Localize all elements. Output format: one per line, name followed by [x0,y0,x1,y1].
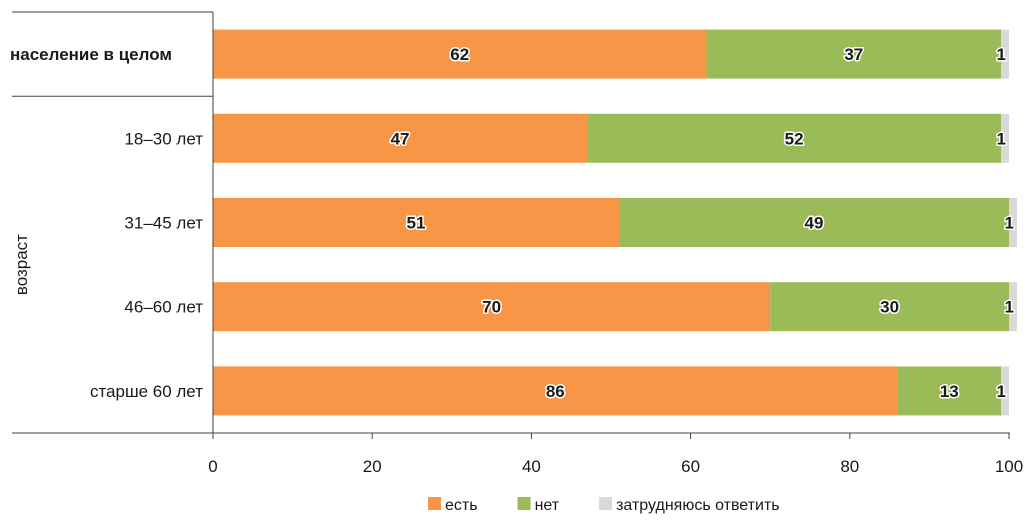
category-label-2: 18–30 лет [124,129,203,148]
legend-swatch-2 [517,497,531,510]
x-tick-label-5: 80 [840,457,859,476]
legend-swatch-1 [428,497,441,510]
data-label-1-row-2: 47 [391,129,410,148]
bar-3-row-2 [1001,113,1009,163]
legend-label-1: есть [445,497,478,514]
data-label-3-row-3: 1 [1004,214,1013,233]
x-tick-label-3: 40 [522,457,541,476]
legend-label-2: нет [535,497,560,514]
bar-2-row-1 [706,29,1002,79]
x-tick-label-1: 0 [208,457,217,476]
bar-3-row-3 [1009,198,1017,247]
data-label-3-row-2: 1 [997,129,1006,148]
data-label-1-row-5: 86 [546,382,565,401]
bar-1-row-1 [213,29,707,79]
bar-1-row-2 [213,113,588,163]
legend-swatch-3 [599,497,613,510]
category-label-5: старше 60 лет [90,382,203,401]
category-label-4: 46–60 лет [124,298,203,317]
bar-1-row-5 [213,366,898,416]
bar-2-row-3 [618,198,1009,247]
bar-2-row-2 [587,113,1002,163]
data-label-3-row-4: 1 [1004,298,1013,317]
bar-3-row-5 [1001,366,1009,416]
data-label-1-row-4: 70 [482,298,501,317]
category-group-label: возраст [12,234,31,295]
legend-label-3: затрудняюсь ответить [616,497,780,514]
bar-1-row-4 [213,282,771,332]
bar-3-row-1 [1001,29,1009,79]
bar-2-row-5 [897,366,1002,416]
bar-3-row-4 [1009,282,1017,332]
x-tick-label-4: 60 [681,457,700,476]
data-label-2-row-1: 37 [844,45,863,64]
data-label-3-row-1: 1 [997,45,1006,64]
data-label-2-row-3: 49 [805,214,824,233]
data-label-1-row-3: 51 [407,214,426,233]
category-label-3: 31–45 лет [124,214,203,233]
data-label-2-row-4: 30 [880,298,899,317]
data-label-2-row-2: 52 [785,129,804,148]
data-label-1-row-1: 62 [450,45,469,64]
bar-2-row-4 [770,282,1009,332]
x-tick-label-6: 100 [995,457,1023,476]
data-label-3-row-5: 1 [997,382,1006,401]
x-tick-label-2: 20 [363,457,382,476]
data-label-2-row-5: 13 [940,382,959,401]
category-label-1: население в целом [10,45,172,64]
bar-1-row-3 [213,198,619,247]
